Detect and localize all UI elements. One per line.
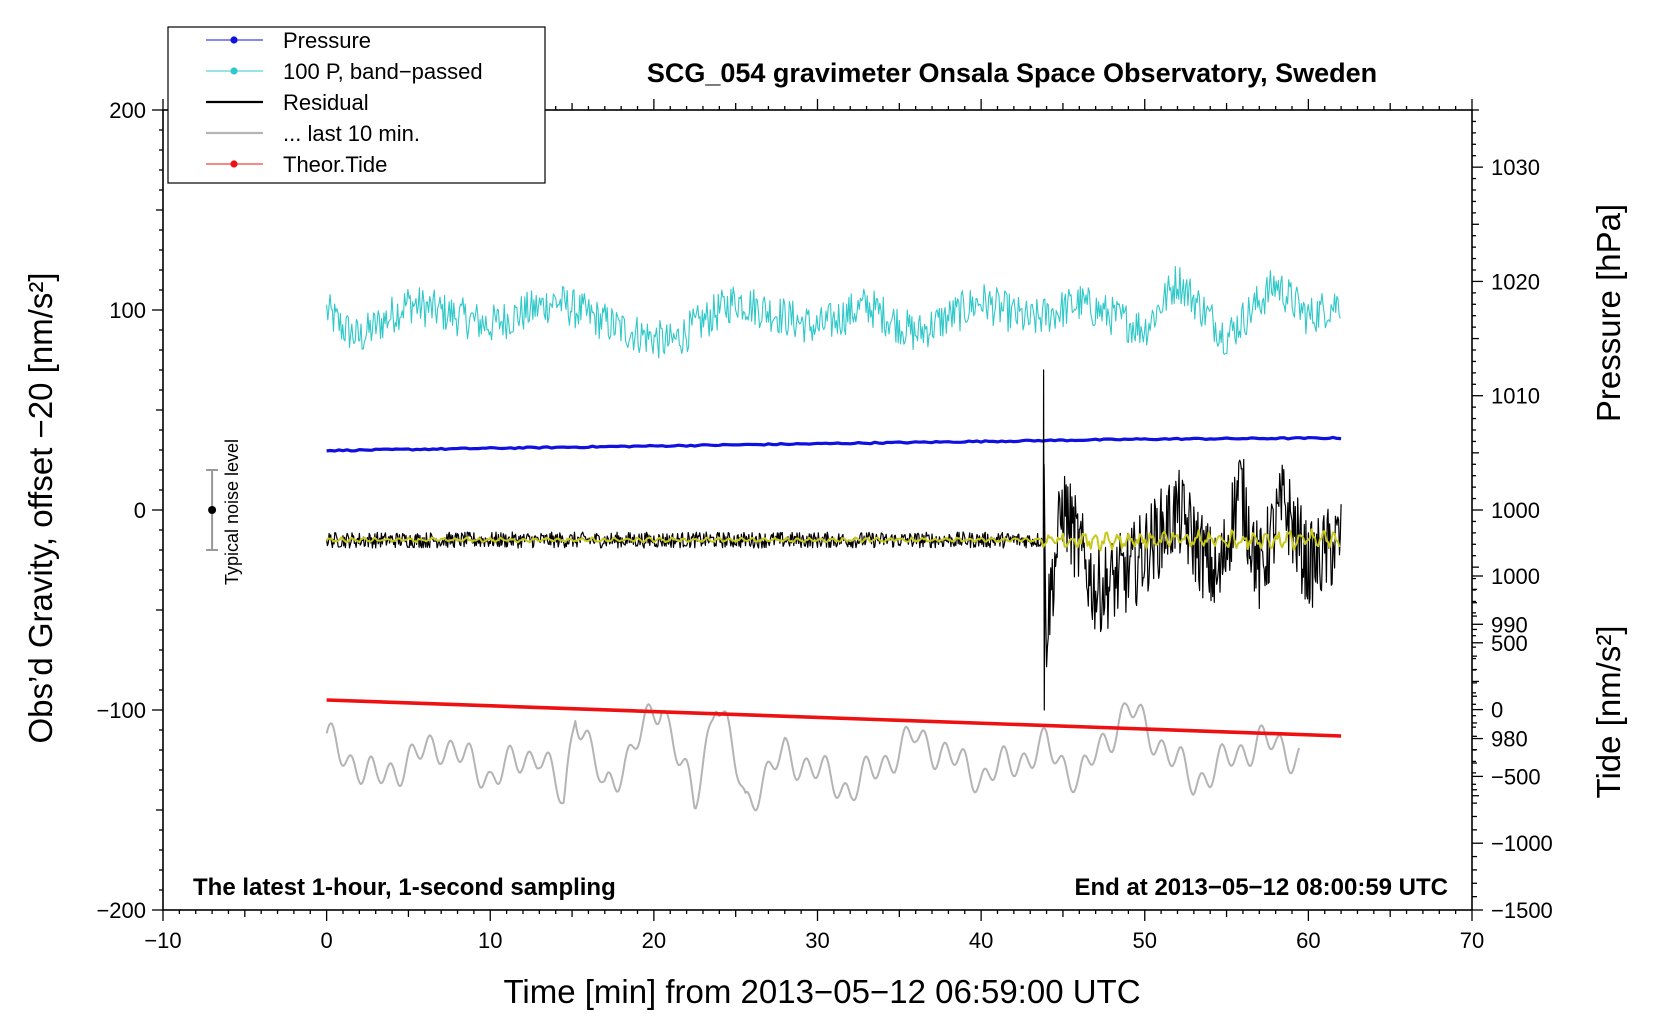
x-tick-label: 30 bbox=[805, 928, 829, 953]
series-theor-tide bbox=[326, 698, 1342, 738]
x-axis-ticks: −10 0 10 20 30 40 50 60 70 bbox=[144, 99, 1484, 953]
x-tick-label: 60 bbox=[1296, 928, 1320, 953]
legend-label: ... last 10 min. bbox=[283, 121, 420, 146]
y-axis-title-tide: Tide [nm/s²] bbox=[1590, 626, 1627, 799]
tide-tick-label: −500 bbox=[1491, 764, 1541, 789]
x-tick-label: 40 bbox=[969, 928, 993, 953]
y-tick-label: −200 bbox=[96, 898, 146, 923]
legend-label: 100 P, band−passed bbox=[283, 59, 483, 84]
y-tick-label: 100 bbox=[109, 298, 146, 323]
noise-level-bar bbox=[206, 469, 219, 551]
legend: Pressure 100 P, band−passed Residual ... la… bbox=[206, 28, 483, 177]
tide-tick-label: 500 bbox=[1491, 631, 1528, 656]
x-tick-label: 0 bbox=[321, 928, 333, 953]
pressure-tick-label: 1030 bbox=[1491, 155, 1540, 180]
left-axis-ticks: 200 100 0 −100 −200 bbox=[96, 98, 163, 923]
x-tick-label: 10 bbox=[478, 928, 502, 953]
annotation-left: The latest 1-hour, 1-second sampling bbox=[193, 874, 616, 901]
tide-tick-label: −1000 bbox=[1491, 831, 1553, 856]
pressure-tick-label: 980 bbox=[1491, 727, 1528, 752]
legend-box bbox=[167, 26, 546, 184]
pressure-tick-label: 990 bbox=[1491, 612, 1528, 637]
tide-tick-label: 1000 bbox=[1491, 564, 1540, 589]
y-axis-title-left: Obs’d Gravity, offset −20 [nm/s²] bbox=[22, 272, 59, 743]
pressure-tick-label: 1020 bbox=[1491, 269, 1540, 294]
x-axis-title: Time [min] from 2013−05−12 06:59:00 UTC bbox=[503, 973, 1140, 1010]
x-tick-label: −10 bbox=[144, 928, 181, 953]
legend-label: Pressure bbox=[283, 28, 371, 53]
legend-marker bbox=[230, 160, 238, 168]
pressure-tick-label: 1010 bbox=[1491, 384, 1540, 409]
series-pressure bbox=[326, 435, 1342, 453]
x-tick-label: 50 bbox=[1133, 928, 1157, 953]
legend-label: Residual bbox=[283, 90, 369, 115]
legend-marker bbox=[230, 67, 238, 75]
y-tick-label: −100 bbox=[96, 698, 146, 723]
series-bandpassed-pressure bbox=[326, 265, 1341, 359]
legend-marker bbox=[230, 36, 238, 44]
tide-tick-label: 0 bbox=[1491, 698, 1503, 723]
pressure-tick-label: 1000 bbox=[1491, 498, 1540, 523]
annotation-right: End at 2013−05−12 08:00:59 UTC bbox=[1074, 874, 1448, 901]
legend-label: Theor.Tide bbox=[283, 152, 387, 177]
noise-level-label: Typical noise level bbox=[222, 439, 242, 585]
y-axis-title-pressure: Pressure [hPa] bbox=[1590, 204, 1627, 422]
right-axis-ticks: 1030 1020 1010 1000 990 980 1000 500 0 −500 −1000 −… bbox=[1472, 109, 1553, 923]
tide-tick-label: −1500 bbox=[1491, 898, 1553, 923]
x-tick-label: 70 bbox=[1460, 928, 1484, 953]
series-last-10-min bbox=[325, 702, 1301, 812]
x-tick-label: 20 bbox=[642, 928, 666, 953]
series-layer bbox=[325, 265, 1342, 812]
noise-bar-dot bbox=[208, 506, 217, 514]
chart-title: SCG_054 gravimeter Onsala Space Observat… bbox=[647, 58, 1377, 88]
series-residual-smoothed bbox=[325, 528, 1341, 552]
y-tick-label: 200 bbox=[109, 98, 146, 123]
y-tick-label: 0 bbox=[134, 498, 146, 523]
